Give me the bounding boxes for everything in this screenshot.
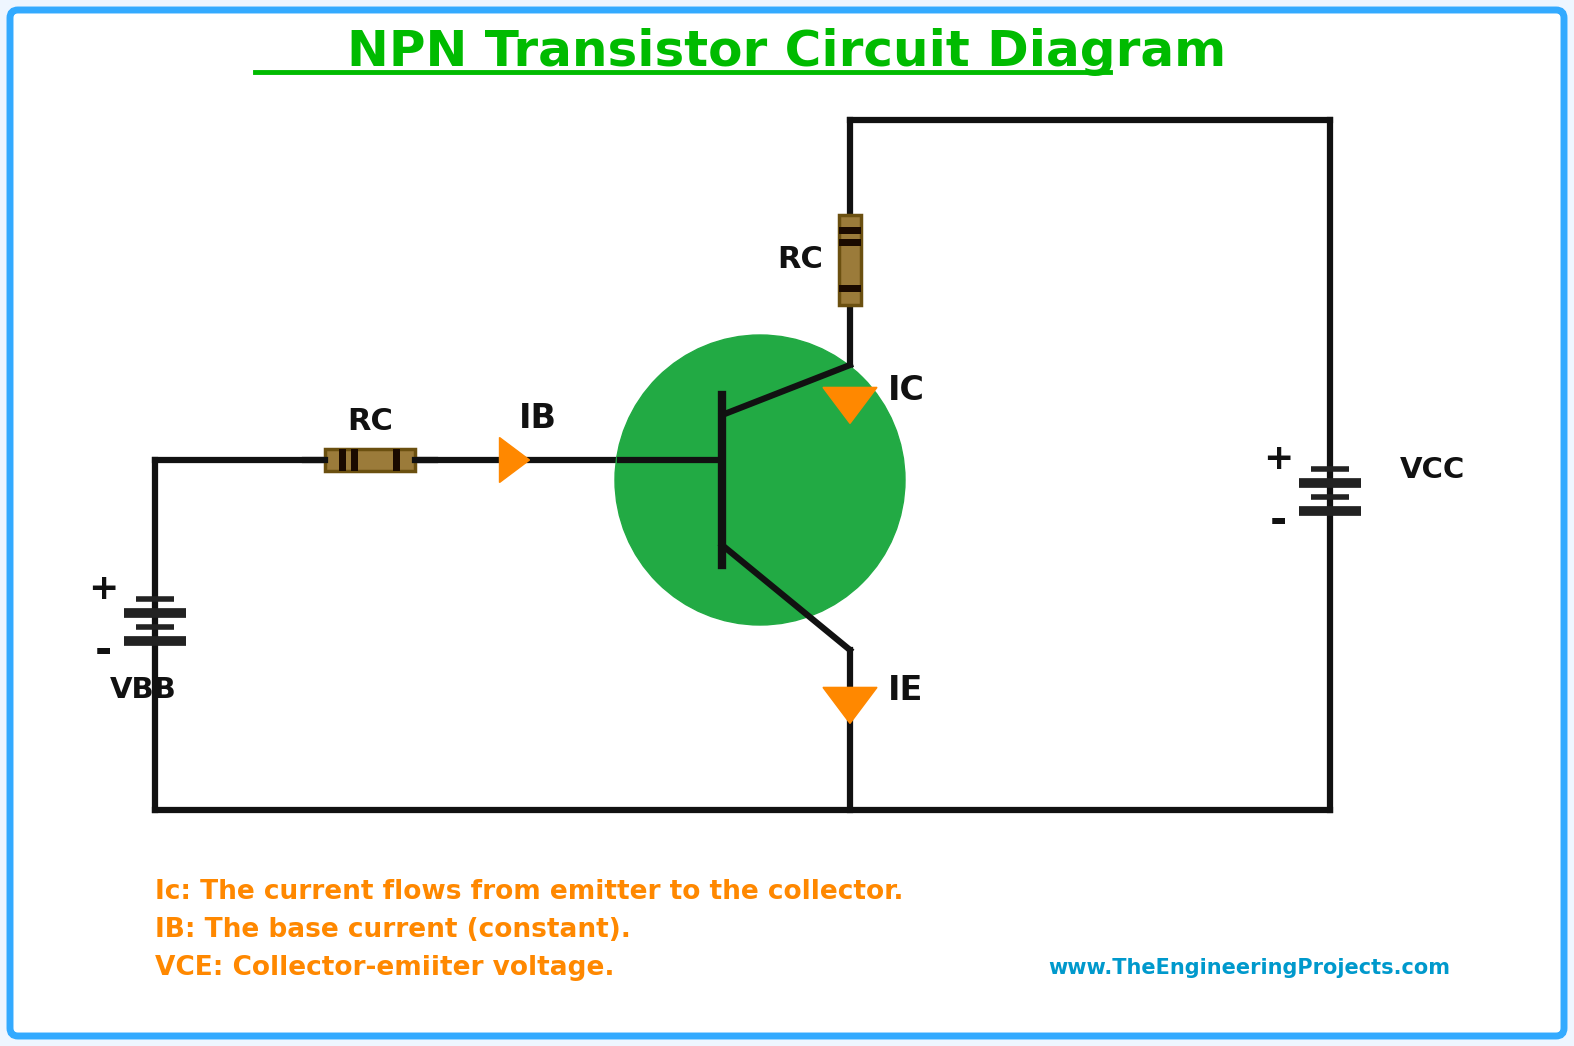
Text: IB: The base current (constant).: IB: The base current (constant). xyxy=(154,917,631,943)
Text: RC: RC xyxy=(346,408,394,436)
Text: -: - xyxy=(1269,500,1286,542)
Text: www.TheEngineeringProjects.com: www.TheEngineeringProjects.com xyxy=(1048,958,1450,978)
Text: IB: IB xyxy=(519,402,557,434)
Text: Ic: The current flows from emitter to the collector.: Ic: The current flows from emitter to th… xyxy=(154,879,903,905)
FancyBboxPatch shape xyxy=(324,449,416,471)
Bar xyxy=(839,285,861,292)
Text: VBB: VBB xyxy=(110,676,176,704)
Bar xyxy=(351,449,357,471)
Text: IE: IE xyxy=(888,674,924,706)
Text: -: - xyxy=(94,630,112,672)
FancyBboxPatch shape xyxy=(839,215,861,305)
Text: NPN Transistor Circuit Diagram: NPN Transistor Circuit Diagram xyxy=(348,28,1226,76)
Bar xyxy=(839,227,861,234)
Text: +: + xyxy=(88,572,118,607)
FancyBboxPatch shape xyxy=(9,10,1565,1036)
Bar xyxy=(394,449,400,471)
Text: RC: RC xyxy=(778,246,823,274)
Polygon shape xyxy=(823,687,877,724)
Text: +: + xyxy=(1262,442,1294,476)
Text: VCE: Collector-emiiter voltage.: VCE: Collector-emiiter voltage. xyxy=(154,955,614,981)
Text: IC: IC xyxy=(888,373,926,407)
Circle shape xyxy=(615,335,905,626)
Polygon shape xyxy=(499,437,529,482)
Bar xyxy=(338,449,346,471)
Text: VCC: VCC xyxy=(1399,456,1465,484)
Polygon shape xyxy=(823,387,877,424)
Bar xyxy=(839,238,861,246)
